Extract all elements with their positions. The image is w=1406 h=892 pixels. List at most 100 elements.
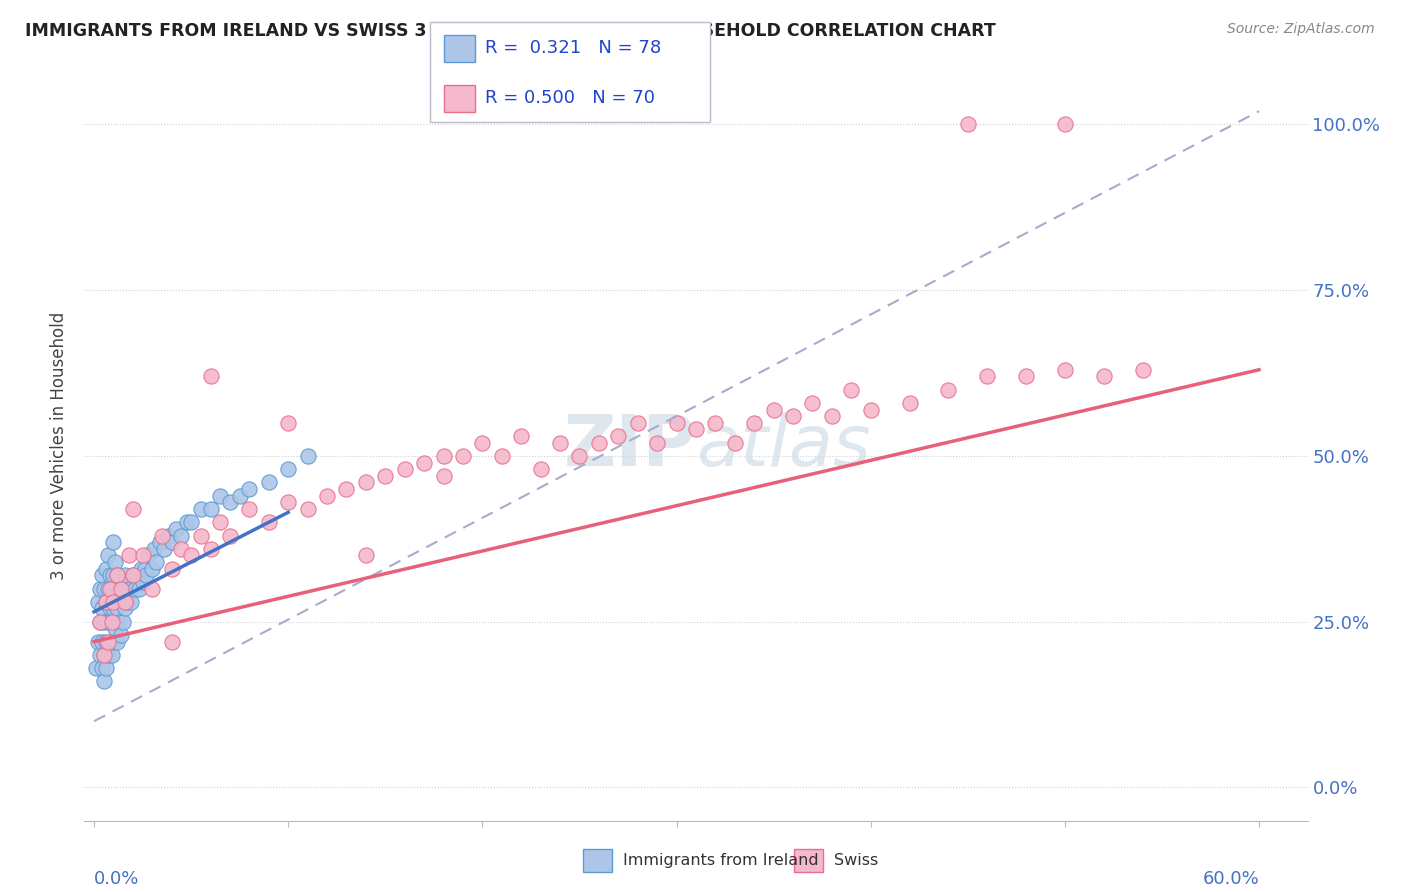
Point (257, 475, 280, 490)
Point (1053, 117, 1076, 131)
Text: Swiss: Swiss (834, 854, 877, 868)
Point (93, 648, 115, 662)
Point (103, 595, 125, 609)
Point (98, 634, 121, 648)
Text: 0.0%: 0.0% (94, 871, 139, 888)
Point (354, 549, 377, 563)
Point (108, 615, 131, 629)
Point (219, 528, 242, 542)
Point (131, 574, 153, 589)
Point (180, 515, 202, 529)
Point (93, 674, 115, 689)
Point (471, 435, 494, 450)
Point (89, 615, 111, 629)
Point (432, 468, 454, 483)
Point (93, 648, 115, 662)
Point (87, 634, 110, 648)
Point (114, 595, 136, 609)
Point (209, 489, 232, 503)
Point (200, 369, 222, 384)
Point (105, 568, 128, 582)
Point (277, 462, 299, 476)
Point (335, 482, 357, 496)
Point (100, 615, 122, 629)
Point (108, 582, 131, 596)
Point (257, 515, 280, 529)
Point (90, 568, 112, 582)
Point (94, 661, 117, 675)
Point (110, 582, 132, 596)
Point (118, 582, 141, 596)
Point (530, 462, 553, 476)
Point (190, 502, 212, 516)
Point (141, 582, 163, 596)
Point (176, 515, 198, 529)
Point (138, 549, 160, 563)
Point (145, 555, 167, 569)
Point (105, 634, 128, 648)
Point (588, 435, 610, 450)
Point (956, 117, 979, 131)
Point (94, 562, 117, 576)
Point (156, 528, 179, 542)
Point (105, 568, 128, 582)
Point (97, 615, 120, 629)
Point (704, 416, 727, 430)
Point (510, 429, 533, 443)
Point (354, 475, 377, 490)
Point (898, 396, 921, 410)
Text: IMMIGRANTS FROM IRELAND VS SWISS 3 OR MORE VEHICLES IN HOUSEHOLD CORRELATION CHA: IMMIGRANTS FROM IRELAND VS SWISS 3 OR MO… (25, 22, 995, 40)
Point (98, 582, 121, 596)
Point (103, 568, 125, 582)
Point (1132, 363, 1154, 377)
Point (105, 601, 128, 615)
Point (607, 429, 630, 443)
Point (84, 661, 107, 675)
Point (94, 595, 117, 609)
Point (89, 615, 111, 629)
Point (97, 634, 120, 648)
Point (568, 449, 591, 463)
Point (120, 595, 142, 609)
Point (112, 615, 135, 629)
Point (93, 615, 115, 629)
Point (89, 648, 111, 662)
Point (110, 595, 132, 609)
Text: R =  0.321   N = 78: R = 0.321 N = 78 (485, 39, 661, 57)
Point (277, 495, 299, 509)
Point (141, 562, 163, 576)
Point (160, 535, 183, 549)
Point (100, 582, 122, 596)
Point (87, 595, 110, 609)
Point (665, 416, 688, 430)
Point (104, 621, 127, 635)
Point (782, 409, 804, 424)
Point (115, 595, 138, 609)
Point (1053, 363, 1076, 377)
Point (160, 562, 183, 576)
Point (128, 582, 150, 596)
Point (89, 582, 111, 596)
Point (100, 648, 122, 662)
Point (685, 422, 707, 436)
Point (645, 435, 668, 450)
Point (98, 568, 121, 582)
Point (103, 634, 125, 648)
Point (118, 549, 141, 563)
Point (1015, 369, 1038, 384)
Point (724, 435, 747, 450)
Point (297, 502, 319, 516)
Point (90, 661, 112, 675)
Point (124, 582, 146, 596)
Point (143, 541, 166, 556)
Point (98, 601, 121, 615)
Point (90, 601, 112, 615)
Point (134, 562, 156, 576)
Point (97, 549, 120, 563)
Point (413, 456, 436, 470)
Point (153, 541, 176, 556)
Text: atlas: atlas (696, 411, 870, 481)
Point (209, 515, 232, 529)
Point (94, 595, 117, 609)
Point (277, 416, 299, 430)
